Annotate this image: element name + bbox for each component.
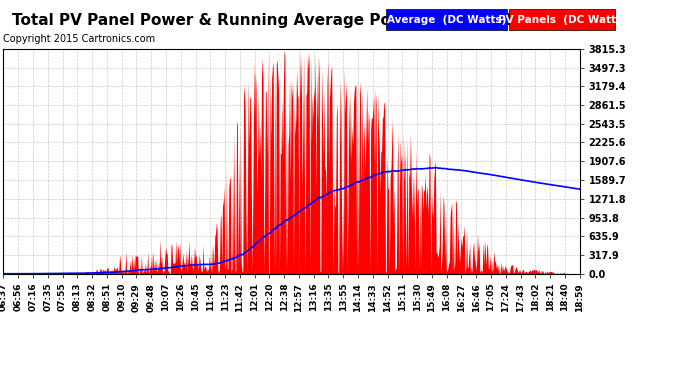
Text: Copyright 2015 Cartronics.com: Copyright 2015 Cartronics.com: [3, 34, 155, 44]
Text: Average  (DC Watts): Average (DC Watts): [387, 15, 506, 25]
Text: Total PV Panel Power & Running Average Power Fri Sep 11 19:10: Total PV Panel Power & Running Average P…: [12, 13, 568, 28]
Text: PV Panels  (DC Watts): PV Panels (DC Watts): [497, 15, 627, 25]
